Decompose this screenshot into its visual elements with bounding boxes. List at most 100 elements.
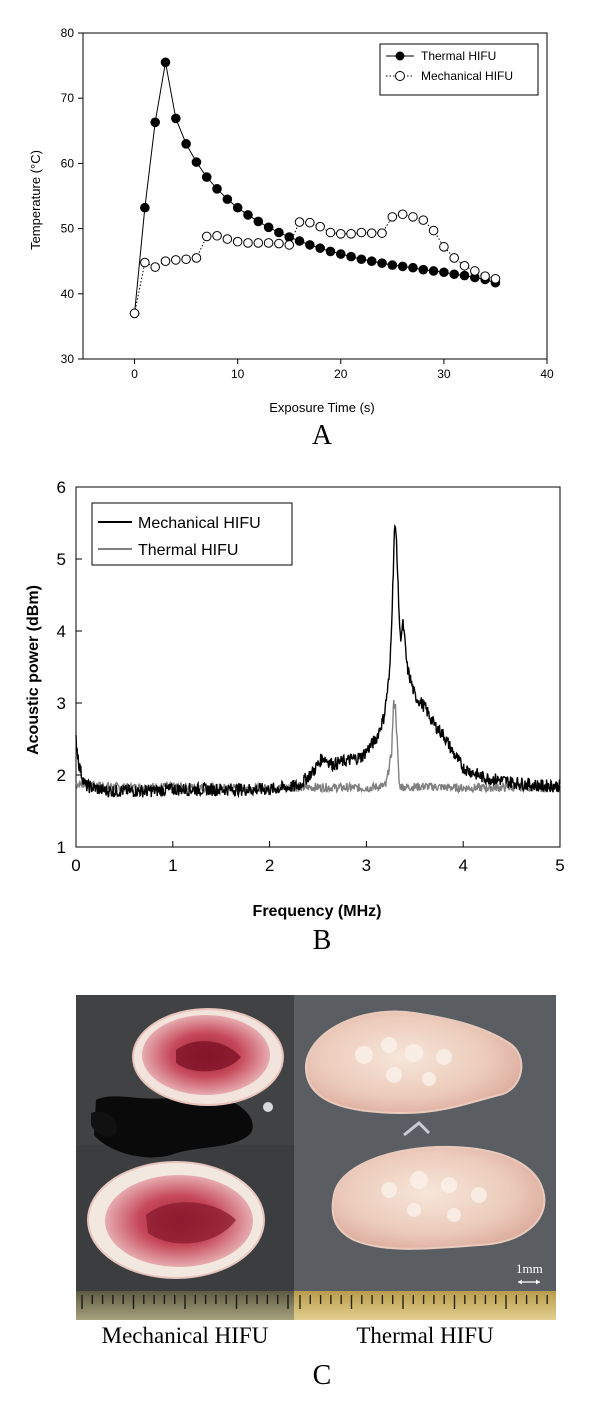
panel-b-label: B: [312, 925, 332, 956]
data-point-mechanical: [377, 228, 387, 238]
data-point-thermal: [408, 262, 418, 273]
x-tick-label: 40: [540, 367, 554, 381]
data-point-mechanical: [129, 308, 140, 319]
y-tick-label: 30: [61, 352, 75, 366]
series-line-mechanical: [75, 523, 561, 799]
y-tick-label: 70: [61, 91, 75, 105]
data-point-thermal: [253, 216, 264, 227]
x-tick-label: 1: [168, 856, 177, 875]
y-tick-label: 1: [57, 838, 66, 857]
legend-box: [91, 502, 293, 566]
data-point-thermal: [459, 270, 470, 281]
data-point-thermal: [263, 222, 274, 233]
x-tick-label: 4: [458, 856, 467, 875]
caption-mechanical: Mechanical HIFU: [101, 1323, 269, 1348]
data-point-mechanical: [274, 238, 284, 249]
data-point-mechanical: [212, 230, 222, 241]
panel-a-label: A: [311, 420, 333, 451]
data-point-mechanical: [171, 255, 181, 265]
data-point-thermal: [325, 246, 336, 257]
data-point-mechanical: [387, 212, 398, 222]
data-point-mechanical: [397, 209, 408, 220]
data-point-thermal: [181, 139, 191, 149]
data-point-mechanical: [418, 215, 429, 225]
panel-c-label: C: [312, 1360, 332, 1391]
data-point-thermal: [191, 157, 202, 167]
data-point-mechanical: [439, 242, 449, 252]
data-point-mechanical: [346, 229, 356, 239]
data-point-thermal: [212, 184, 222, 194]
mechanical-hifu-photo: [76, 995, 294, 1320]
y-tick-label: 3: [57, 694, 66, 713]
data-point-mechanical: [315, 221, 325, 232]
y-tick-label: 50: [61, 222, 75, 236]
chart-a-xlabel: Exposure Time (s): [269, 400, 374, 415]
y-tick-label: 40: [61, 287, 75, 301]
data-point-mechanical: [366, 228, 377, 238]
data-point-thermal: [418, 264, 429, 275]
data-point-thermal: [201, 172, 212, 182]
data-point-mechanical: [408, 212, 418, 222]
data-point-thermal: [171, 113, 181, 124]
legend-label-mechanical: Mechanical HIFU: [421, 69, 513, 83]
data-point-mechanical: [160, 256, 171, 267]
data-point-mechanical: [243, 238, 253, 248]
x-tick-label: 3: [362, 856, 371, 875]
data-point-mechanical: [490, 274, 501, 284]
tissue-photographs: 1mm: [76, 995, 556, 1320]
data-point-thermal: [387, 260, 398, 270]
data-point-mechanical: [181, 254, 191, 265]
data-point-thermal: [294, 236, 305, 246]
data-point-thermal: [428, 266, 439, 276]
y-tick-label: 2: [57, 766, 66, 785]
data-point-mechanical: [263, 238, 274, 248]
data-point-thermal: [150, 117, 160, 128]
data-point-mechanical: [356, 227, 367, 238]
data-point-mechanical: [335, 229, 346, 239]
chart-b-ylabel: Acoustic power (dBm): [25, 585, 42, 755]
data-point-thermal: [366, 256, 377, 267]
data-point-thermal: [439, 267, 449, 278]
data-point-thermal: [232, 202, 243, 213]
data-point-mechanical: [232, 236, 243, 247]
x-tick-label: 0: [131, 367, 138, 381]
legend-box: [379, 43, 539, 96]
data-point-thermal: [346, 251, 356, 262]
legend-label-mechanical: Mechanical HIFU: [138, 515, 261, 532]
data-point-mechanical: [480, 271, 490, 281]
ruler-ticks: [81, 1295, 289, 1309]
legend-marker-mechanical: [395, 71, 405, 81]
thermal-hifu-photo: 1mm: [294, 995, 556, 1320]
data-point-thermal: [305, 240, 315, 250]
data-point-thermal: [284, 232, 295, 242]
legend-label-thermal: Thermal HIFU: [138, 542, 238, 559]
data-point-thermal: [160, 57, 171, 68]
data-point-thermal: [222, 194, 233, 205]
chart-b-xlabel: Frequency (MHz): [253, 903, 382, 920]
legend-label-thermal: Thermal HIFU: [421, 49, 496, 63]
data-point-thermal: [274, 227, 284, 238]
y-tick-label: 80: [61, 26, 75, 40]
chart-a-legend: Thermal HIFU Mechanical HIFU: [379, 43, 539, 96]
data-point-thermal: [335, 249, 346, 259]
data-point-mechanical: [294, 217, 305, 227]
data-point-mechanical: [201, 231, 212, 242]
data-point-mechanical: [325, 227, 336, 238]
data-point-thermal: [377, 258, 387, 268]
y-tick-label: 6: [57, 478, 66, 497]
temperature-chart: 0 10 20 30 40 30 40 50 60 70 80 Thermal HIFU Mecha…: [28, 26, 554, 415]
caption-thermal: Thermal HIFU: [356, 1323, 494, 1348]
y-tick-label: 5: [57, 550, 66, 569]
data-point-mechanical: [191, 253, 202, 263]
plot-frame: [75, 486, 561, 848]
data-point-mechanical: [470, 266, 480, 276]
data-point-mechanical: [284, 240, 295, 250]
data-point-mechanical: [140, 257, 150, 268]
panel-a: 0 10 20 30 40 30 40 50 60 70 80 Thermal HIFU Mecha…: [0, 0, 600, 460]
data-point-thermal: [397, 261, 408, 272]
plot-frame: [82, 32, 548, 360]
mechanical-hifu-image: [76, 995, 294, 1320]
y-tick-label: 4: [57, 622, 66, 641]
